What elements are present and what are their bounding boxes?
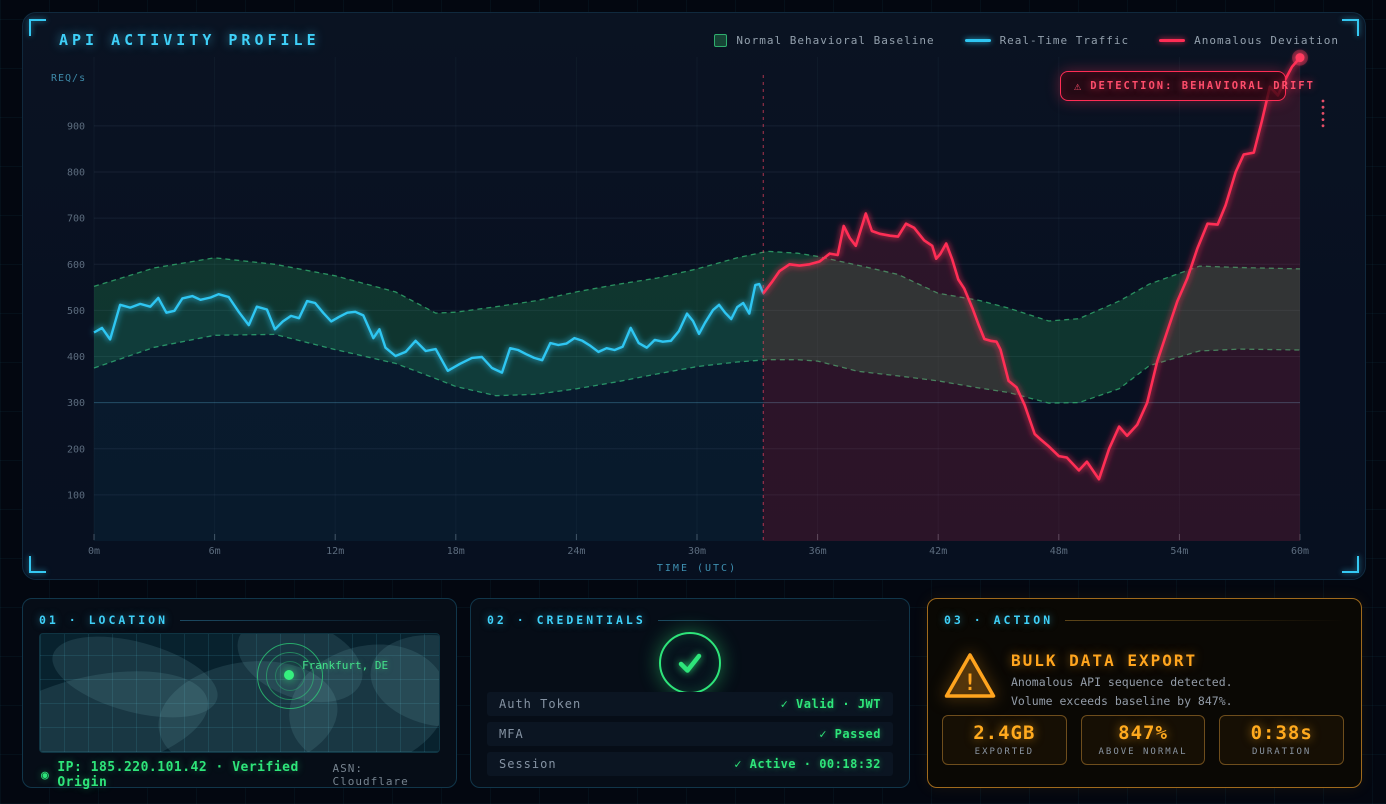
action-heading: BULK DATA EXPORT (1011, 651, 1198, 670)
credential-row-mfa: MFA ✓ Passed (487, 722, 893, 746)
corner-bracket-icon (1342, 19, 1359, 36)
svg-text:24m: 24m (567, 546, 585, 557)
svg-text:TIME (UTC): TIME (UTC) (657, 563, 737, 574)
credential-value: ✓ Valid · JWT (780, 697, 881, 711)
origin-map: Frankfurt, DE (39, 633, 440, 753)
svg-text:700: 700 (67, 214, 85, 225)
ellipsis-dots-icon (1321, 99, 1325, 128)
action-card: 03 · ACTION ! BULK DATA EXPORT Anomalous… (927, 598, 1362, 788)
stat-value: 847% (1118, 722, 1168, 744)
legend-label: Normal Behavioral Baseline (736, 34, 935, 47)
stat-label: DURATION (1252, 747, 1312, 757)
chart-legend: Normal Behavioral Baseline Real-Time Tra… (714, 34, 1339, 47)
credentials-card: 02 · CREDENTIALS Auth Token ✓ Valid · JW… (470, 598, 910, 788)
header-rule (657, 619, 893, 621)
credential-label: MFA (499, 727, 524, 741)
origin-marker-dot-icon (284, 670, 294, 680)
location-card: 01 · LOCATION Frankfurt, DE ◉ IP: 185.220… (22, 598, 457, 790)
credentials-rows: Auth Token ✓ Valid · JWT MFA ✓ Passed Se… (487, 686, 893, 776)
credential-label: Auth Token (499, 697, 582, 711)
baseline-band-swatch-icon (714, 34, 728, 47)
svg-text:60m: 60m (1291, 546, 1309, 557)
stat-exported: 2.4GB EXPORTED (942, 715, 1067, 765)
legend-item-baseline[interactable]: Normal Behavioral Baseline (714, 34, 934, 47)
stat-label: EXPORTED (974, 747, 1035, 757)
action-card-header: 03 · ACTION (944, 613, 1345, 627)
card-title: 01 · LOCATION (39, 613, 169, 627)
detection-alert-banner[interactable]: ⚠ DETECTION: BEHAVIORAL DRIFT (1060, 71, 1313, 101)
corner-bracket-icon (1342, 556, 1359, 573)
svg-text:300: 300 (67, 398, 85, 409)
action-stats: 2.4GB EXPORTED 847% ABOVE NORMAL 0:38s D… (942, 715, 1345, 765)
svg-text:48m: 48m (1050, 546, 1068, 557)
stat-duration: 0:38s DURATION (1219, 715, 1345, 765)
anomaly-line-swatch-icon (1159, 39, 1186, 42)
warning-triangle-icon: ! (944, 653, 996, 698)
legend-label: Real-Time Traffic (999, 34, 1130, 47)
svg-text:6m: 6m (209, 546, 221, 557)
anomaly-line (762, 56, 1301, 541)
credential-row-session: Session ✓ Active · 00:18:32 (487, 752, 893, 776)
anomaly-endpoint-dot (1292, 49, 1308, 66)
svg-text:36m: 36m (809, 546, 827, 557)
stat-value: 0:38s (1250, 722, 1313, 744)
verified-ip-line: ◉ IP: 185.220.101.42 · Verified Origin (41, 760, 333, 790)
svg-text:600: 600 (67, 260, 85, 271)
credential-value: ✓ Passed (819, 727, 881, 741)
action-description-line2: Volume exceeds baseline by 847%. (1011, 693, 1233, 708)
radar-ring-icon (275, 661, 305, 691)
svg-text:0m: 0m (88, 546, 100, 557)
stat-label: ABOVE NORMAL (1098, 747, 1188, 757)
action-description: Anomalous API sequence detected. Volume … (1011, 673, 1233, 711)
origin-status-icon: ◉ (41, 767, 50, 783)
credentials-card-header: 02 · CREDENTIALS (487, 613, 893, 627)
svg-text:18m: 18m (447, 546, 465, 557)
svg-text:42m: 42m (929, 546, 947, 557)
card-title: 03 · ACTION (944, 613, 1054, 627)
warning-triangle-icon: ⚠ (1074, 79, 1082, 93)
credential-row-auth-token: Auth Token ✓ Valid · JWT (487, 692, 893, 716)
realtime-line-swatch-icon (964, 39, 991, 42)
credential-value: ✓ Active · 00:18:32 (734, 757, 881, 771)
traffic-chart: 100 200 300 400 500 600 700 800 900 0m 6m 12m 18m 24m… (23, 13, 1365, 579)
ip-text: IP: 185.220.101.42 · Verified Origin (57, 760, 299, 790)
axis-labels: 100 200 300 400 500 600 700 800 900 0m 6m 12m 18m 24m… (67, 121, 1309, 574)
svg-text:800: 800 (67, 168, 85, 179)
corner-bracket-icon (29, 19, 46, 36)
legend-label: Anomalous Deviation (1194, 34, 1339, 47)
svg-text:12m: 12m (326, 546, 344, 557)
radar-ring-icon (266, 652, 314, 700)
radar-ring-icon (257, 643, 323, 709)
card-title: 02 · CREDENTIALS (487, 613, 646, 627)
svg-text:500: 500 (67, 306, 85, 317)
svg-text:900: 900 (67, 121, 85, 132)
credentials-valid-badge (659, 632, 721, 694)
asn-label: ASN: Cloudflare (332, 762, 409, 788)
origin-marker-label: Frankfurt, DE (302, 659, 389, 672)
stat-value: 2.4GB (973, 722, 1036, 744)
svg-text:400: 400 (67, 352, 85, 363)
location-footer: ◉ IP: 185.220.101.42 · Verified Origin AS… (41, 760, 438, 790)
svg-text:30m: 30m (688, 546, 706, 557)
header-rule (1065, 619, 1345, 621)
credential-label: Session (499, 757, 557, 771)
svg-text:200: 200 (67, 444, 85, 455)
action-description-line1: Anomalous API sequence detected. (1011, 675, 1233, 689)
legend-item-realtime[interactable]: Real-Time Traffic (964, 34, 1130, 47)
y-axis-unit-label: REQ/s (51, 73, 87, 84)
exclamation-glyph: ! (963, 671, 976, 696)
stat-above-normal: 847% ABOVE NORMAL (1080, 715, 1206, 765)
svg-text:100: 100 (67, 490, 85, 501)
detection-alert-text: DETECTION: BEHAVIORAL DRIFT (1090, 80, 1315, 92)
api-activity-panel: API ACTIVITY PROFILE Normal Behavioral B… (22, 12, 1366, 580)
legend-item-anomaly[interactable]: Anomalous Deviation (1159, 34, 1339, 47)
realtime-line (93, 282, 765, 541)
checkmark-icon (678, 653, 702, 673)
svg-text:54m: 54m (1170, 546, 1188, 557)
corner-bracket-icon (29, 556, 46, 573)
location-card-header: 01 · LOCATION (39, 613, 440, 627)
header-rule (180, 619, 440, 621)
page-title: API ACTIVITY PROFILE (59, 31, 320, 49)
